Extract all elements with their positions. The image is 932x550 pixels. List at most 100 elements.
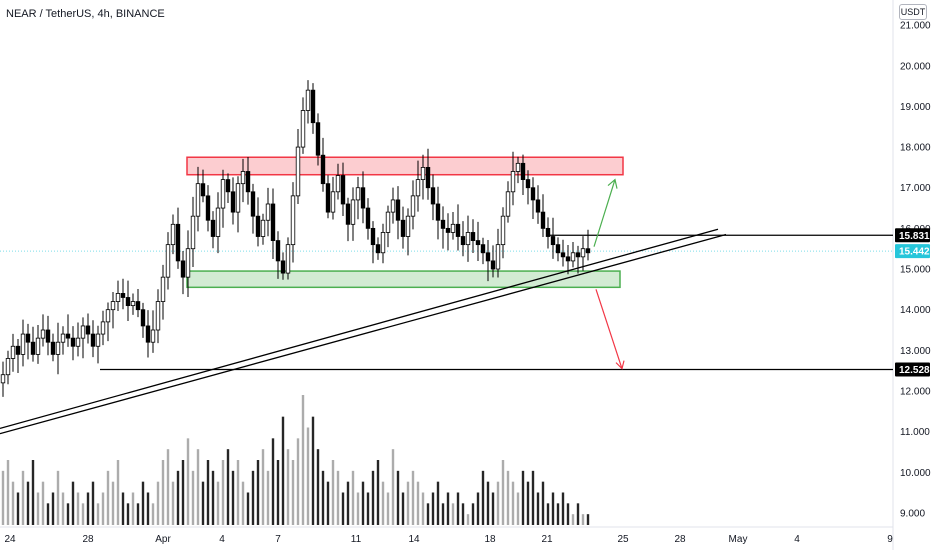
candle-down: [280, 260, 286, 274]
candle-up: [350, 199, 356, 225]
candle-down: [245, 171, 251, 193]
volume-bar: [151, 503, 155, 525]
volume-bar: [226, 449, 230, 525]
volume-bar: [56, 470, 60, 525]
volume-bar: [36, 492, 40, 525]
volume-bar: [496, 481, 500, 525]
x-tick-label: Apr: [155, 534, 171, 545]
volume-bar: [286, 449, 290, 525]
candle-down: [425, 167, 431, 189]
volume-bar: [456, 492, 460, 525]
candle-down: [140, 309, 146, 327]
support-zone: [186, 270, 621, 289]
volume-bar: [421, 492, 425, 525]
volume-bar: [256, 460, 260, 525]
y-tick-label: 17.000: [900, 183, 931, 194]
candle-up: [510, 171, 516, 193]
candle-down: [375, 244, 381, 254]
candle-down: [125, 297, 131, 307]
y-tick-label: 14.000: [900, 305, 931, 316]
candle-down: [205, 195, 211, 221]
volume-bar: [86, 492, 90, 525]
candle-up: [330, 191, 336, 213]
volume-bar: [21, 470, 25, 525]
volume-bar: [526, 481, 530, 525]
candle-down: [30, 341, 36, 355]
x-tick-label: 28: [82, 534, 94, 545]
candle-down: [45, 329, 51, 343]
candle-down: [210, 219, 216, 237]
candle-up: [260, 219, 266, 237]
candle-down: [520, 162, 526, 181]
candle-down: [310, 89, 316, 124]
volume-bar: [116, 460, 120, 525]
candle-down: [255, 215, 261, 237]
volume-bar: [506, 470, 510, 525]
resistance-level-label-bg: [895, 228, 930, 243]
support-level-label-bg: [895, 362, 930, 377]
candle-down: [530, 187, 536, 201]
candle-up: [380, 232, 386, 254]
candle-down: [320, 154, 326, 185]
volume-bar: [521, 470, 525, 525]
volume-bar: [111, 481, 115, 525]
candle-up: [410, 195, 416, 217]
volume-bar: [201, 481, 205, 525]
volume-bar: [381, 481, 385, 525]
volume-bar: [331, 460, 335, 525]
volume-bar: [336, 470, 340, 525]
x-tick-label: 28: [674, 534, 686, 545]
volume-bar: [191, 470, 195, 525]
candle-down: [90, 333, 96, 347]
candle-down: [15, 345, 21, 355]
volume-bar: [186, 438, 190, 525]
volume-bar: [516, 492, 520, 525]
y-tick-label: 20.000: [900, 61, 931, 72]
volume-bar: [231, 470, 235, 525]
candle-down: [535, 199, 541, 213]
candle-down: [435, 203, 441, 221]
volume-bar: [346, 481, 350, 525]
current-price-label-bg: [895, 244, 930, 259]
candle-up: [570, 252, 576, 262]
volume-bar: [206, 460, 210, 525]
x-tick-label: 7: [275, 534, 281, 545]
candle-up: [0, 374, 6, 384]
candle-up: [130, 301, 136, 307]
candle-down: [315, 122, 321, 156]
bearish-arrow-head: [615, 360, 625, 370]
volume-bar: [436, 481, 440, 525]
volume-bar: [431, 492, 435, 525]
volume-bar: [126, 503, 130, 525]
volume-bar: [181, 460, 185, 525]
candle-up: [240, 171, 246, 185]
volume-bar: [136, 503, 140, 525]
candle-down: [65, 333, 71, 339]
volume-bar: [501, 460, 505, 525]
volume-bar: [16, 492, 20, 525]
candle-up: [385, 211, 391, 233]
x-tick-label: May: [729, 534, 748, 545]
y-tick-label: 12.000: [900, 386, 931, 397]
candle-down: [230, 191, 236, 213]
volume-bar: [411, 470, 415, 525]
candle-down: [485, 252, 491, 262]
currency-button[interactable]: USDT: [899, 4, 927, 20]
candle-down: [270, 203, 276, 241]
candle-down: [345, 203, 351, 225]
volume-bar: [396, 470, 400, 525]
volume-bar: [366, 492, 370, 525]
volume-bar: [241, 481, 245, 525]
volume-bar: [106, 470, 110, 525]
volume-bar: [306, 427, 310, 525]
candle-up: [110, 301, 116, 311]
volume-bar: [511, 481, 515, 525]
volume-bar: [101, 492, 105, 525]
x-tick-label: 18: [484, 534, 496, 545]
volume-bar: [221, 460, 225, 525]
volume-bar: [536, 492, 540, 525]
candle-down: [540, 211, 546, 229]
x-tick-label: 24: [4, 534, 16, 545]
candle-up: [150, 329, 156, 343]
volume-bar: [321, 470, 325, 525]
